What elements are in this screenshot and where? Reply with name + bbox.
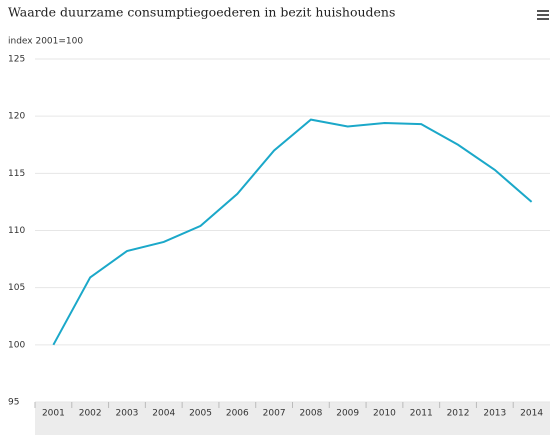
y-tick-label: 125 bbox=[8, 55, 25, 65]
x-tick-label: 2002 bbox=[79, 409, 102, 419]
x-tick-label: 2004 bbox=[152, 409, 175, 419]
x-tick-label: 2003 bbox=[116, 409, 139, 419]
chart-title: Waarde duurzame consumptiegoederen in be… bbox=[8, 5, 395, 20]
y-tick-label: 115 bbox=[8, 169, 25, 179]
x-tick-label: 2008 bbox=[299, 409, 322, 419]
y-tick-label: 100 bbox=[8, 340, 25, 350]
x-tick-label: 2009 bbox=[336, 409, 359, 419]
x-tick-label: 2001 bbox=[42, 409, 65, 419]
y-tick-label: 120 bbox=[8, 112, 25, 122]
x-tick-label: 2013 bbox=[483, 409, 506, 419]
series-line bbox=[52, 118, 533, 346]
x-tick-label: 2007 bbox=[263, 409, 286, 419]
x-tick-label: 2014 bbox=[520, 409, 543, 419]
x-tick-label: 2006 bbox=[226, 409, 249, 419]
x-tick-label: 2010 bbox=[373, 409, 396, 419]
menu-icon[interactable] bbox=[537, 10, 549, 20]
y-tick-label: 110 bbox=[8, 226, 25, 236]
x-tick-label: 2011 bbox=[410, 409, 433, 419]
x-tick-label: 2005 bbox=[189, 409, 212, 419]
y-tick-label: 105 bbox=[8, 283, 25, 293]
y-axis-label: index 2001=100 bbox=[8, 37, 83, 47]
y-tick-label: 95 bbox=[8, 398, 19, 408]
x-tick-label: 2012 bbox=[447, 409, 470, 419]
